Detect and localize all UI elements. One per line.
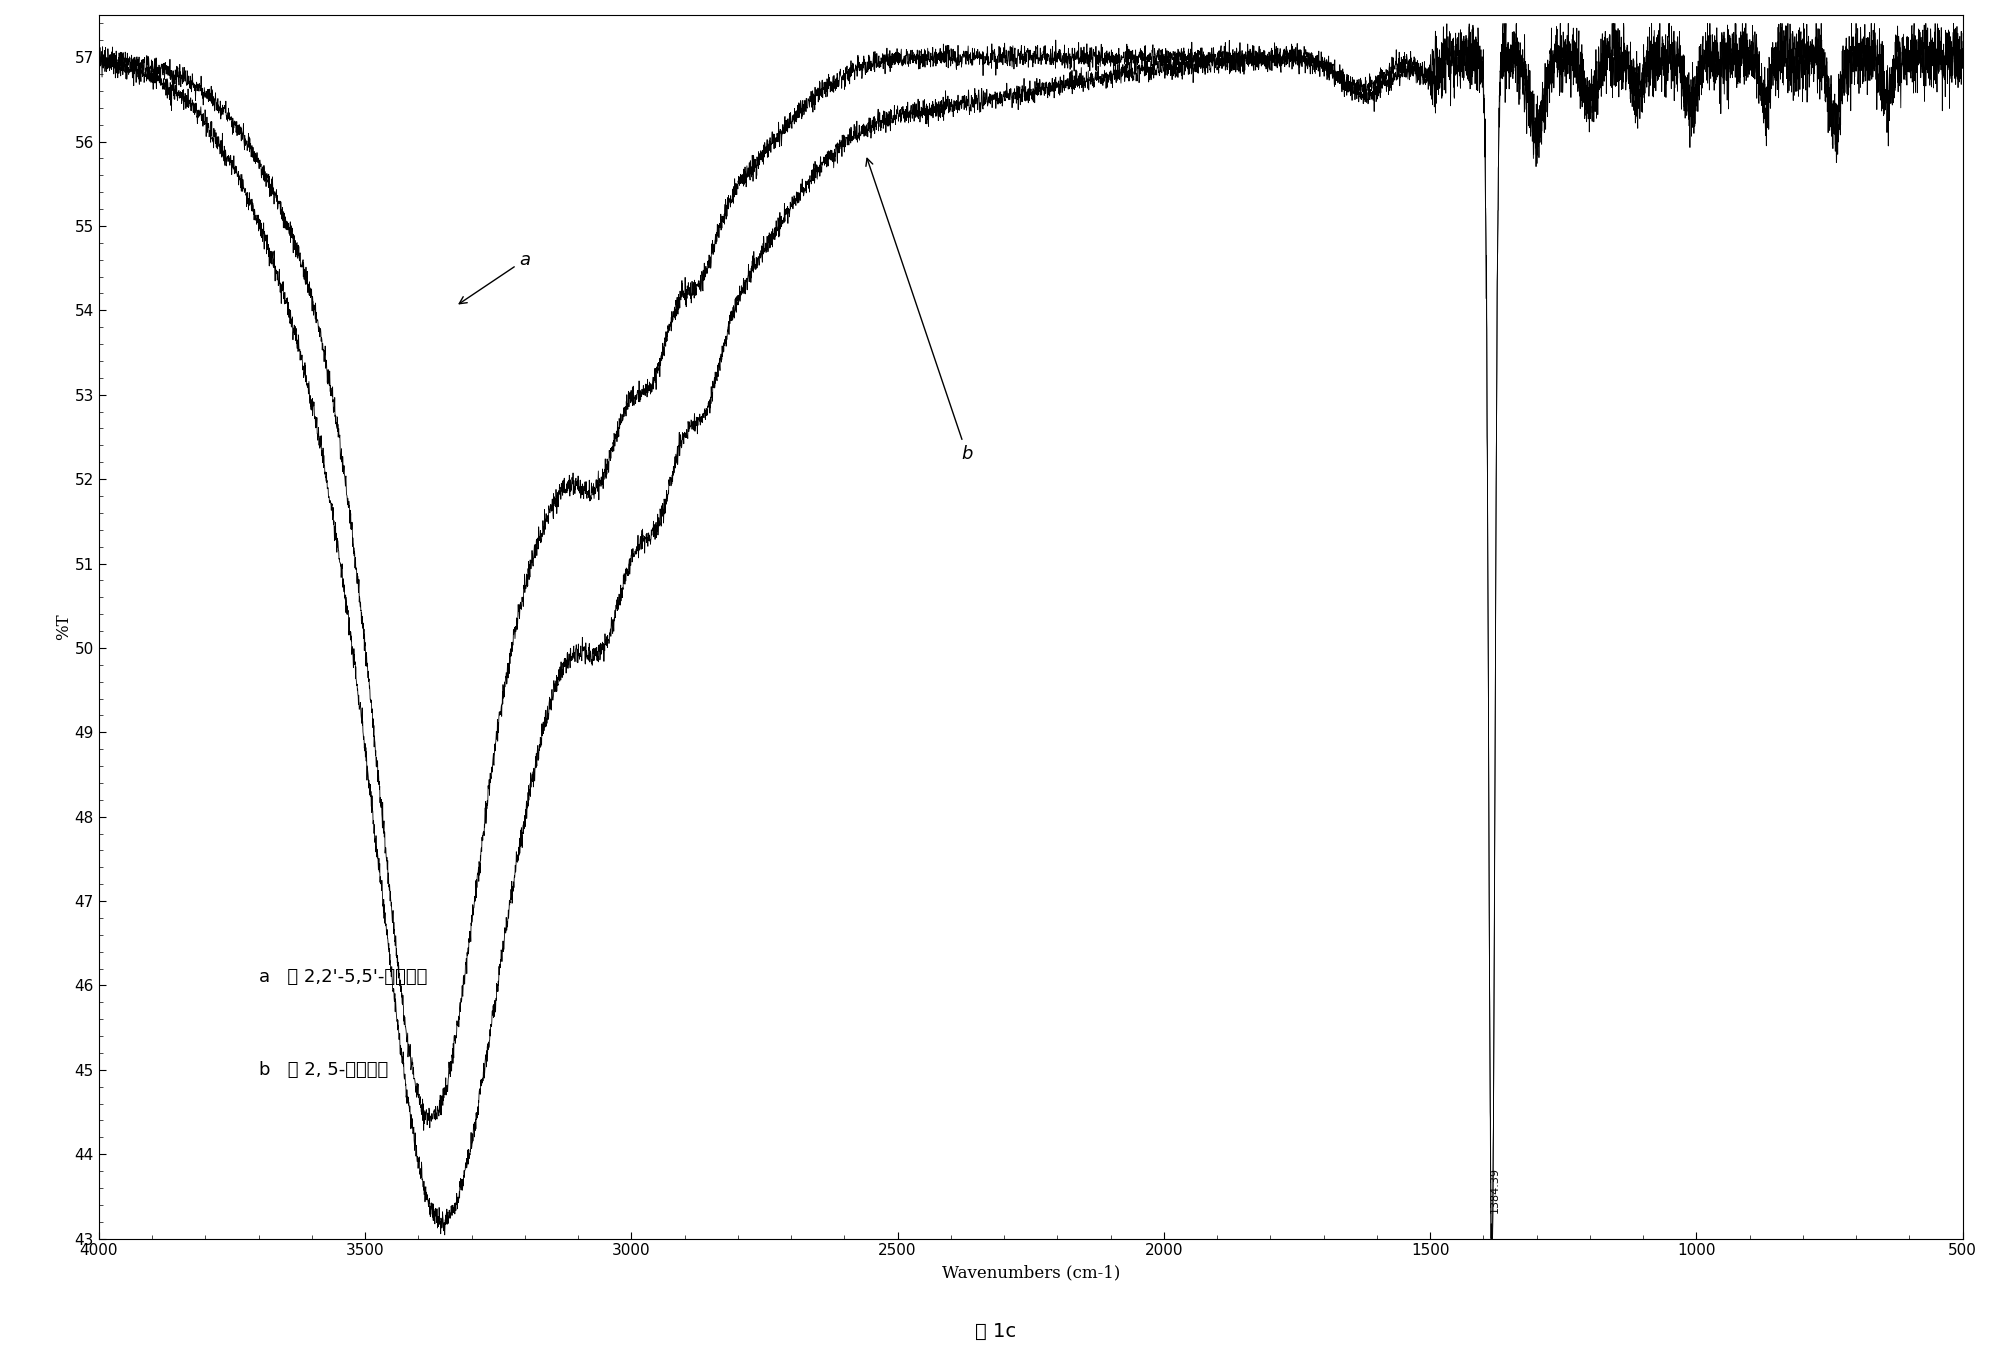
Text: b   聚 2, 5-苯并咪唑: b 聚 2, 5-苯并咪唑: [259, 1061, 388, 1079]
Text: a: a: [460, 251, 530, 304]
Text: 1384.39: 1384.39: [1490, 1168, 1500, 1214]
Text: b: b: [867, 158, 972, 463]
Text: 图 1c: 图 1c: [976, 1322, 1016, 1341]
Text: a   聚 2,2'-5,5'-苯并咪唑: a 聚 2,2'-5,5'-苯并咪唑: [259, 968, 426, 986]
Y-axis label: %T: %T: [56, 613, 72, 640]
X-axis label: Wavenumbers (cm-1): Wavenumbers (cm-1): [942, 1264, 1120, 1281]
